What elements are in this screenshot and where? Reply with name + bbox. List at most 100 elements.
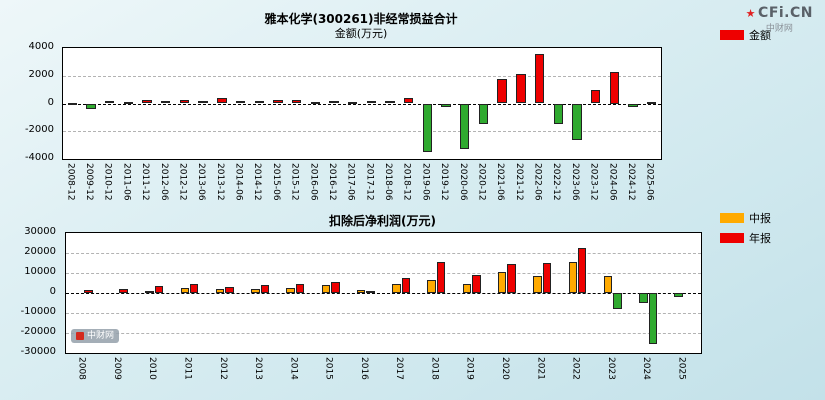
brand-text: ★ CFi.CN — [746, 5, 813, 21]
bar — [145, 291, 154, 294]
x-tick-label: 2017 — [394, 357, 405, 380]
bar — [568, 262, 577, 293]
x-tick-label: 2014 — [288, 357, 299, 380]
x-tick-label: 2010 — [147, 357, 158, 380]
bar — [254, 100, 264, 104]
x-tick-label: 2022 — [570, 357, 581, 380]
x-tick-label: 2014-06 — [233, 163, 244, 201]
bar — [84, 289, 93, 293]
zero-line — [63, 103, 661, 105]
legend-reports: 中报 年报 — [720, 210, 771, 250]
gridline — [66, 273, 701, 274]
x-tick-label: 2010-12 — [102, 163, 113, 201]
y-tick-label: -10000 — [20, 306, 56, 317]
bar — [295, 284, 305, 293]
bar — [154, 285, 164, 293]
x-tick-label: 2024-06 — [607, 163, 618, 201]
x-tick-label: 2013-06 — [196, 163, 207, 201]
zero-line — [66, 293, 701, 294]
x-tick-label: 2016-06 — [308, 163, 319, 201]
bar — [356, 290, 366, 293]
bar — [189, 284, 199, 293]
y-tick-label: 0 — [49, 286, 56, 297]
x-tick-label: 2016 — [358, 357, 369, 380]
x-tick-label: 2025-06 — [644, 163, 655, 201]
y-tick-label: 20000 — [24, 246, 56, 257]
bar — [478, 103, 489, 125]
bar — [613, 293, 622, 310]
x-tick-label: 2015-06 — [270, 163, 281, 201]
chart-top-title-block: 雅本化学(300261)非经常损益合计 金额(万元) — [62, 12, 660, 41]
bar — [366, 291, 375, 293]
bar — [533, 276, 542, 293]
bar — [86, 103, 96, 110]
bar — [180, 288, 189, 293]
x-tick-label: 2011 — [182, 357, 193, 380]
bar — [161, 101, 171, 104]
chart-top-plot-area — [62, 47, 662, 160]
bar — [217, 98, 227, 104]
bar — [105, 100, 115, 104]
chart-top-subtitle: 金额(万元) — [334, 27, 388, 40]
bar — [401, 278, 411, 293]
y-tick-label: -20000 — [20, 326, 56, 337]
bar — [291, 100, 302, 104]
legend-item-amount: 金额 — [720, 27, 771, 43]
bar — [460, 103, 470, 149]
watermark-icon — [76, 332, 84, 340]
bar — [260, 285, 269, 293]
x-tick-label: 2024-12 — [625, 163, 636, 201]
bar — [142, 99, 152, 104]
legend-label-interim: 中报 — [749, 212, 771, 225]
legend-amount: 金额 — [720, 27, 771, 47]
bar — [472, 274, 481, 293]
bar — [507, 264, 516, 293]
x-tick-label: 2008-12 — [65, 163, 76, 201]
watermark-text: 中财网 — [87, 331, 115, 341]
x-tick-label: 2024 — [641, 357, 652, 380]
x-tick-label: 2008 — [76, 357, 87, 380]
y-tick-label: 4000 — [28, 41, 54, 52]
x-tick-label: 2020 — [499, 357, 510, 380]
bar — [251, 288, 260, 293]
x-tick-label: 2013-12 — [214, 163, 225, 201]
bar — [603, 276, 613, 293]
bar — [462, 283, 472, 293]
bar — [331, 281, 340, 293]
bar — [422, 103, 433, 153]
bar — [590, 90, 601, 104]
bar — [497, 78, 507, 104]
bar — [235, 101, 246, 104]
x-tick-label: 2009 — [111, 357, 122, 380]
bar — [273, 99, 283, 104]
bar — [366, 101, 377, 104]
bar — [516, 73, 526, 104]
x-tick-label: 2014-12 — [252, 163, 263, 201]
x-tick-label: 2022-12 — [551, 163, 562, 201]
bar — [674, 293, 683, 298]
bar — [198, 100, 208, 104]
brand-logo: ★ CFi.CN 中财网 — [746, 5, 813, 34]
bar — [441, 103, 451, 107]
bar — [578, 247, 587, 293]
legend-swatch-interim — [720, 213, 744, 223]
x-tick-label: 2018-12 — [401, 163, 412, 201]
bar — [321, 285, 331, 293]
bar — [225, 287, 234, 293]
chart-bottom-y-axis: 30000 20000 10000 0 -10000 -20000 -30000 — [10, 226, 60, 357]
x-tick-label: 2019-06 — [420, 163, 431, 201]
bar — [648, 293, 658, 344]
x-tick-label: 2023 — [605, 357, 616, 380]
x-tick-label: 2015 — [323, 357, 334, 380]
star-icon: ★ — [745, 7, 757, 20]
bar — [572, 103, 582, 140]
legend-item-annual: 年报 — [720, 230, 771, 246]
y-tick-label: -4000 — [24, 152, 54, 163]
chart-top-x-axis: 2008-12 2009-12 2010-12 2011-06 2011-12 2012-… — [62, 161, 660, 209]
x-tick-label: 2012-06 — [158, 163, 169, 201]
y-tick-label: -30000 — [20, 346, 56, 357]
x-tick-label: 2020-12 — [476, 163, 487, 201]
chart-top-y-axis: 4000 2000 0 -2000 -4000 — [14, 41, 58, 163]
x-tick-label: 2013 — [253, 357, 264, 380]
bar — [385, 101, 395, 104]
